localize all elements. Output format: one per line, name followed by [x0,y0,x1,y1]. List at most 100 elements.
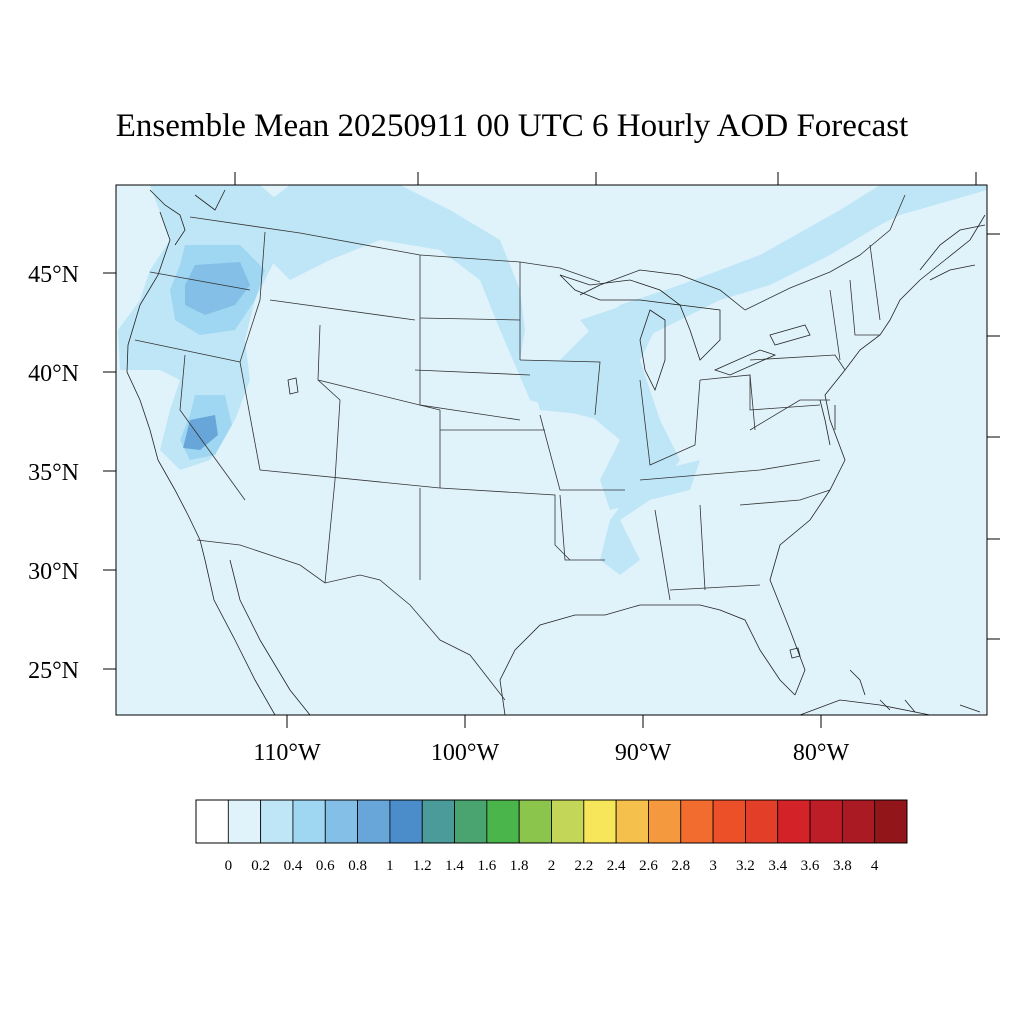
colorbar-swatch [809,799,843,844]
colorbar-label: 2.8 [671,858,690,874]
aod-shading [118,185,987,575]
lon-ticks-top [234,172,977,185]
colorbar-label: 1.6 [477,858,496,874]
lat-ticks-left [103,272,116,670]
state-line-az-nm [324,479,336,584]
aod-plume-sierra-dark [183,415,218,450]
lat-label-45: 45°N [28,262,79,288]
state-line-ne [414,369,531,376]
lake-ontario [769,324,811,346]
lake-erie [713,349,777,376]
lat-label-35: 35°N [28,460,79,486]
colorbar-label: 3.4 [768,858,787,874]
colorbar-swatch [615,799,649,844]
bc-coast [149,189,226,246]
lat-labels: 45°N 40°N 35°N 30°N 25°N [28,262,79,684]
lake-michigan [639,309,666,392]
colorbar-swatch [486,799,520,844]
colorbar-swatch [583,799,617,844]
us-mexico-border [196,539,506,701]
state-line-il-in [639,379,701,466]
colorbar-frame [195,799,908,844]
colorbar [195,799,908,844]
state-line-pa [749,375,821,411]
map-title: Ensemble Mean 20250911 00 UTC 6 Hourly A… [115,108,909,144]
gulf-coast [499,604,796,715]
state-line-nv-ut [239,361,261,471]
lat-label-40: 40°N [28,361,79,387]
cuba [799,699,931,715]
us-canada-border [189,216,601,283]
baja-coast [229,559,311,715]
state-line-ga-fl [669,584,761,591]
political-boundaries [126,189,986,715]
colorbar-swatch [324,799,358,844]
lon-label-90: 90°W [615,740,672,766]
pacific-coast [126,211,276,715]
us-canada-border-east [744,194,906,311]
colorbar-label: 1.4 [445,858,464,874]
lon-label-110: 110°W [253,740,321,766]
state-line-idaho [239,231,266,363]
lake-huron [679,304,721,361]
title-container: Ensemble Mean 20250911 00 UTC 6 Hourly A… [0,0,1024,160]
colorbar-swatch [389,799,423,844]
colorbar-label: 0 [225,858,233,874]
state-line-or-ca [134,339,241,363]
lon-ticks-bottom [286,715,822,728]
colorbar-swatch [454,799,488,844]
lat-label-30: 30°N [28,559,79,585]
state-line-pa-ny [749,354,846,371]
lat-label-25: 25°N [28,658,79,684]
colorbar-swatch [777,799,811,844]
colorbar-swatch [292,799,326,844]
state-line-new-england [829,289,841,361]
colorbar-swatch [357,799,391,844]
state-line-ms-al [654,509,671,601]
canada-shore [579,269,746,311]
colorbar-label: 4 [871,858,879,874]
state-line-ut-co [317,324,341,481]
state-line-ok-tx [439,487,571,561]
colorbar-label: 2 [548,858,556,874]
state-line-al-ga [699,504,706,591]
aod-band-greatlakes [580,198,900,345]
aod-band-midwest [525,360,700,510]
colorbar-labels: 0 0.2 0.4 0.6 0.8 1 1.2 1.4 1.6 1.8 2 2.2 2.4 2.6 2.8 3… [225,858,879,874]
colorbar-label: 3 [709,858,717,874]
colorbar-swatch [841,799,876,844]
state-line-dakotas [419,317,521,321]
state-line-mt-wy [269,299,416,321]
colorbar-swatch [421,799,455,844]
bahamas [849,669,981,713]
colorbar-swatch [227,799,262,844]
colorbar-swatch [195,799,229,844]
map-frame [115,184,988,716]
colorbar-label: 2.2 [574,858,593,874]
colorbar-label: 0.2 [251,858,270,874]
colorbar-label: 1.2 [413,858,432,874]
lon-label-80: 80°W [793,740,850,766]
lon-labels: 110°W 100°W 90°W 80°W [253,740,849,766]
state-line-mo [539,414,625,491]
state-line-me [869,244,881,321]
colorbar-label: 1.8 [510,858,529,874]
colorbar-label: 2.4 [607,858,626,874]
colorbar-swatch [551,799,585,844]
state-line-wa-or [149,271,251,291]
lake-okeechobee [789,647,801,659]
state-line-ky-tn [639,459,821,481]
colorbar-label: 0.4 [284,858,303,874]
colorbar-swatch [874,799,908,844]
state-line-nd-sd [419,255,521,421]
state-line-nv [179,354,246,501]
colorbar-swatch [745,799,779,844]
colorbar-label: 0.8 [348,858,367,874]
colorbar-swatch [518,799,552,844]
gulf-st-lawrence [919,224,986,281]
colorbar-swatch [260,799,294,844]
colorbar-swatch [648,799,682,844]
state-line-ar-la [559,494,605,561]
colorbar-label: 1 [386,858,394,874]
colorbar-label: 3.8 [833,858,852,874]
